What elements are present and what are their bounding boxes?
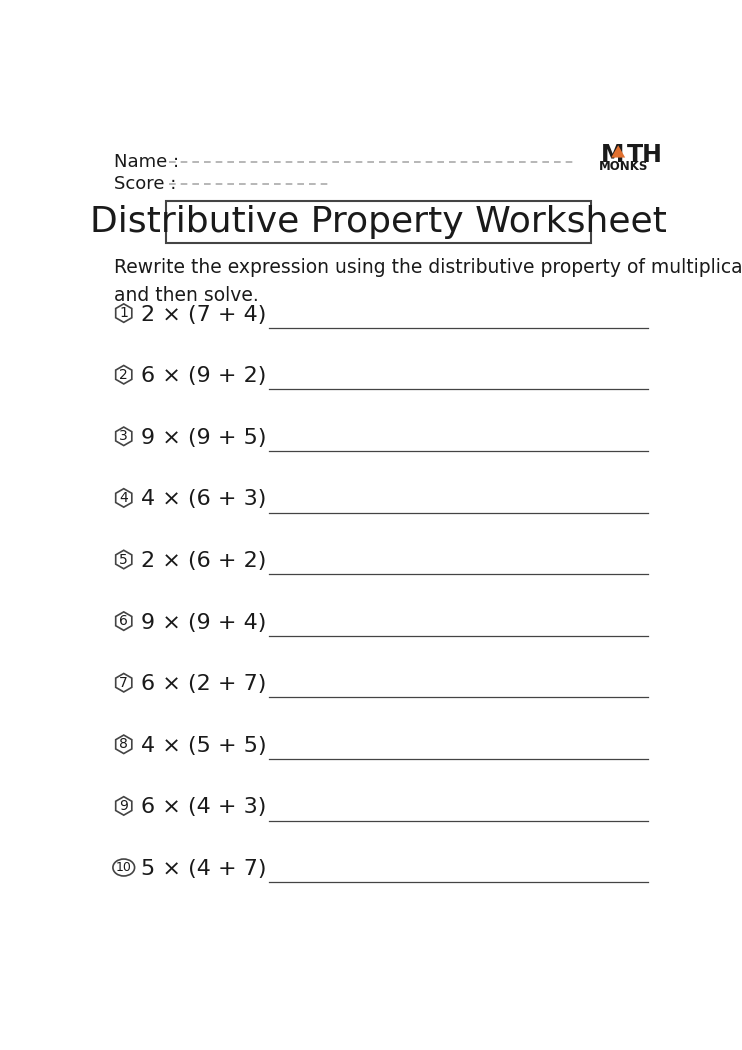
Polygon shape [116,365,132,384]
Text: Distributive Property Worksheet: Distributive Property Worksheet [91,205,667,239]
Text: 4: 4 [119,491,128,505]
Text: 6 × (4 + 3): 6 × (4 + 3) [141,797,266,818]
Text: 1: 1 [119,307,128,320]
Text: Score :: Score : [114,174,177,192]
Text: 5 × (4 + 7): 5 × (4 + 7) [141,859,266,879]
Text: 9 × (9 + 5): 9 × (9 + 5) [141,427,266,448]
Text: M: M [600,143,624,167]
Text: 7: 7 [119,676,128,690]
Polygon shape [116,735,132,754]
Text: MONKS: MONKS [599,160,649,173]
Polygon shape [116,550,132,569]
Polygon shape [116,797,132,815]
Text: 10: 10 [116,861,131,874]
Polygon shape [611,145,626,158]
Text: 2 × (6 + 2): 2 × (6 + 2) [141,551,266,571]
Polygon shape [116,303,132,322]
Text: 8: 8 [119,737,128,752]
Text: 2 × (7 + 4): 2 × (7 + 4) [141,304,266,324]
Text: 4 × (5 + 5): 4 × (5 + 5) [141,736,266,756]
Text: Name :: Name : [114,153,180,171]
Text: 9 × (9 + 4): 9 × (9 + 4) [141,612,266,633]
Ellipse shape [113,859,134,876]
Text: 6: 6 [119,614,128,628]
Text: 3: 3 [119,429,128,443]
Polygon shape [116,427,132,445]
Polygon shape [116,488,132,507]
Text: 6 × (9 + 2): 6 × (9 + 2) [141,366,266,386]
Text: 6 × (2 + 7): 6 × (2 + 7) [141,674,266,694]
FancyBboxPatch shape [166,202,591,243]
Polygon shape [116,612,132,630]
Text: 9: 9 [119,799,128,813]
Text: TH: TH [627,143,663,167]
Text: 2: 2 [119,368,128,382]
Text: 5: 5 [119,552,128,567]
Polygon shape [116,673,132,692]
Text: Rewrite the expression using the distributive property of multiplication
and the: Rewrite the expression using the distrib… [114,258,742,306]
Text: 4 × (6 + 3): 4 × (6 + 3) [141,489,266,509]
